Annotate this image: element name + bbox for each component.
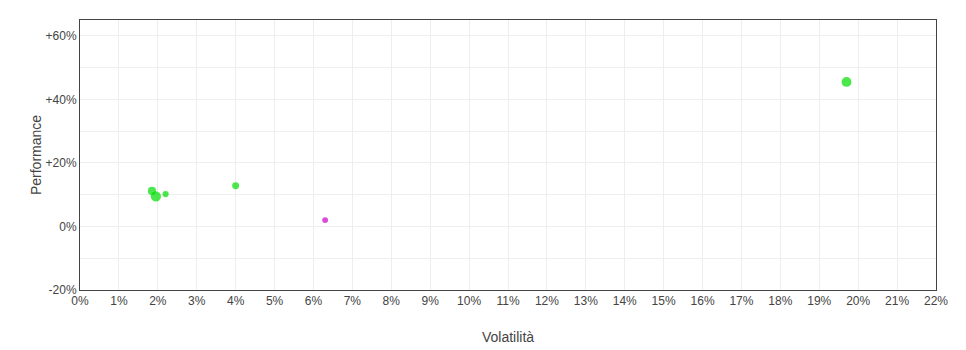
svg-text:15%: 15% <box>652 294 676 308</box>
svg-text:0%: 0% <box>59 220 77 234</box>
svg-text:6%: 6% <box>305 294 323 308</box>
svg-text:20%: 20% <box>846 294 870 308</box>
svg-text:2%: 2% <box>149 294 167 308</box>
svg-text:4%: 4% <box>227 294 245 308</box>
svg-text:18%: 18% <box>768 294 792 308</box>
svg-text:21%: 21% <box>885 294 909 308</box>
svg-text:+20%: +20% <box>46 156 77 170</box>
svg-text:+60%: +60% <box>46 29 77 43</box>
svg-text:14%: 14% <box>613 294 637 308</box>
svg-text:3%: 3% <box>188 294 206 308</box>
svg-text:22%: 22% <box>924 294 948 308</box>
svg-text:7%: 7% <box>344 294 362 308</box>
svg-text:19%: 19% <box>807 294 831 308</box>
svg-text:Performance: Performance <box>28 115 44 195</box>
svg-text:5%: 5% <box>266 294 284 308</box>
svg-text:-20%: -20% <box>49 283 77 297</box>
svg-text:+40%: +40% <box>46 93 77 107</box>
svg-text:1%: 1% <box>110 294 128 308</box>
svg-text:12%: 12% <box>535 294 559 308</box>
svg-text:13%: 13% <box>574 294 598 308</box>
svg-text:10%: 10% <box>457 294 481 308</box>
svg-text:8%: 8% <box>383 294 401 308</box>
svg-text:17%: 17% <box>729 294 753 308</box>
svg-text:0%: 0% <box>71 294 89 308</box>
svg-text:9%: 9% <box>422 294 440 308</box>
svg-text:16%: 16% <box>691 294 715 308</box>
svg-text:11%: 11% <box>496 294 519 308</box>
svg-text:Volatilità: Volatilità <box>482 329 534 345</box>
